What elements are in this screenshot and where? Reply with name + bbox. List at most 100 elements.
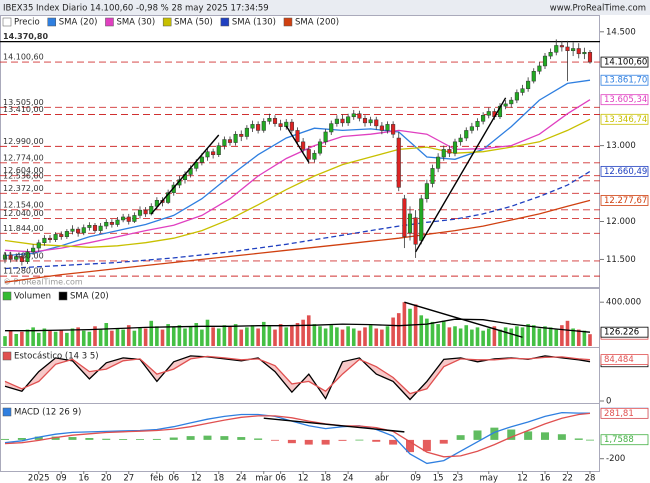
level-label: 11.280,00	[3, 267, 44, 276]
legend-label: MACD (12 26 9)	[14, 408, 81, 418]
x-tick-label: 12	[517, 474, 528, 483]
series-line	[4, 99, 591, 253]
volume-bar	[481, 330, 485, 346]
y-tick-label: -200	[606, 454, 625, 464]
volume-bar	[160, 329, 165, 346]
volume-bar	[306, 315, 311, 346]
y-tick-label: 12.000	[606, 217, 636, 227]
volume-bar	[149, 320, 154, 346]
y-tick-label: 11.500	[606, 255, 636, 265]
x-tick-label: 2025	[28, 474, 50, 483]
volume-bar	[222, 325, 227, 346]
macd-hist-bar	[119, 439, 128, 440]
volume-bar	[385, 326, 390, 346]
macd-hist-bar	[574, 438, 583, 440]
volume-bar	[256, 328, 260, 346]
legend-label: SMA (30)	[116, 18, 155, 28]
macd-hist-bar	[203, 435, 212, 440]
candle-body	[537, 65, 542, 72]
x-tick-label: 06	[168, 474, 179, 483]
volume-bar	[261, 321, 266, 346]
macd-hist-bar	[422, 439, 431, 452]
trendline	[404, 301, 523, 338]
volume-bar	[233, 324, 238, 346]
series-line	[4, 355, 591, 401]
candle-body	[407, 213, 413, 234]
volume-bar	[486, 328, 491, 346]
macd-hist-bar	[389, 439, 398, 445]
volume-bar	[132, 330, 137, 346]
volume-bar	[565, 320, 570, 346]
series-line	[4, 79, 591, 257]
candle-body	[362, 118, 368, 124]
macd-hist-bar	[490, 427, 499, 440]
macd-hist-bar	[136, 439, 144, 440]
stoch-fill	[5, 355, 590, 400]
volume-bar	[464, 325, 469, 346]
candle-body	[385, 124, 390, 131]
candle-body	[92, 225, 98, 231]
candle-body	[481, 115, 486, 122]
legend-swatch	[47, 17, 56, 27]
volume-bar	[273, 329, 277, 346]
candle-body	[143, 209, 148, 215]
candle-body	[396, 137, 401, 188]
volume-bar	[290, 325, 294, 346]
x-tick-label: feb	[150, 474, 164, 483]
macd-hist-bar	[557, 434, 566, 440]
x-tick-label: 20	[101, 474, 112, 483]
volume-bar	[177, 325, 182, 346]
candle-body	[126, 216, 131, 222]
candle-body	[520, 88, 525, 93]
x-tick-label: 16	[540, 474, 551, 483]
series-line	[4, 118, 591, 248]
candle-body	[357, 113, 362, 119]
candle-body	[250, 124, 255, 129]
volume-bar	[537, 328, 542, 346]
volume-bar	[453, 326, 457, 346]
candle-body	[109, 222, 114, 225]
macd-hist-bar	[456, 435, 465, 440]
macd-hist-bar	[51, 436, 60, 440]
macd-hist-bar	[17, 438, 26, 440]
candle-body	[149, 206, 154, 215]
x-tick-label: 12	[191, 474, 202, 483]
volume-bar	[374, 328, 379, 346]
candle-body	[76, 228, 81, 234]
x-tick-label: 09	[56, 474, 67, 483]
candle-body	[402, 198, 407, 237]
volume-bar	[245, 327, 249, 346]
value-tag-box	[600, 113, 649, 125]
level-label: 13.505,00	[3, 98, 44, 107]
level-label: 11.844,00	[3, 224, 44, 233]
candle-body	[374, 119, 379, 127]
candle-body	[256, 124, 261, 131]
macd-hist-bar	[355, 439, 364, 441]
x-tick-label: 23	[452, 474, 463, 483]
candle-body	[295, 130, 300, 143]
header-bar	[0, 0, 650, 15]
x-tick-label: 24	[343, 474, 354, 483]
candle-body	[2, 254, 8, 260]
candle-body	[166, 192, 171, 203]
candle-body	[121, 216, 126, 221]
value-tag-box	[600, 94, 649, 106]
volume-bar	[200, 329, 204, 346]
volume-bar	[323, 328, 328, 346]
candle-body	[36, 242, 41, 249]
volume-bar	[194, 323, 199, 346]
candle-body	[379, 125, 384, 131]
volume-bar	[205, 319, 210, 346]
volume-bar	[98, 329, 103, 346]
volume-bar	[121, 329, 125, 346]
volume-bar	[53, 331, 58, 346]
candle-body	[227, 139, 233, 143]
x-tick-label: 18	[213, 474, 224, 483]
macd-hist-bar	[524, 431, 533, 440]
volume-bar	[143, 328, 148, 346]
candle-body	[278, 123, 283, 127]
candle-body	[301, 141, 306, 150]
candle-body	[559, 45, 564, 48]
x-tick-label: 18	[320, 474, 331, 483]
volume-bar	[228, 326, 232, 346]
